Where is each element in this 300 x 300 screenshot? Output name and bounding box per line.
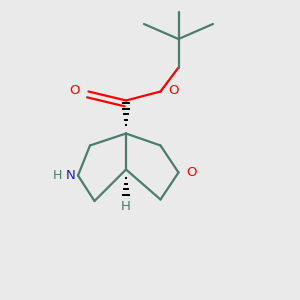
Text: O: O [168, 83, 178, 97]
Text: O: O [186, 166, 197, 179]
Text: H: H [53, 169, 62, 182]
Text: N: N [66, 169, 75, 182]
Text: O: O [69, 83, 80, 97]
Text: H: H [121, 200, 131, 214]
